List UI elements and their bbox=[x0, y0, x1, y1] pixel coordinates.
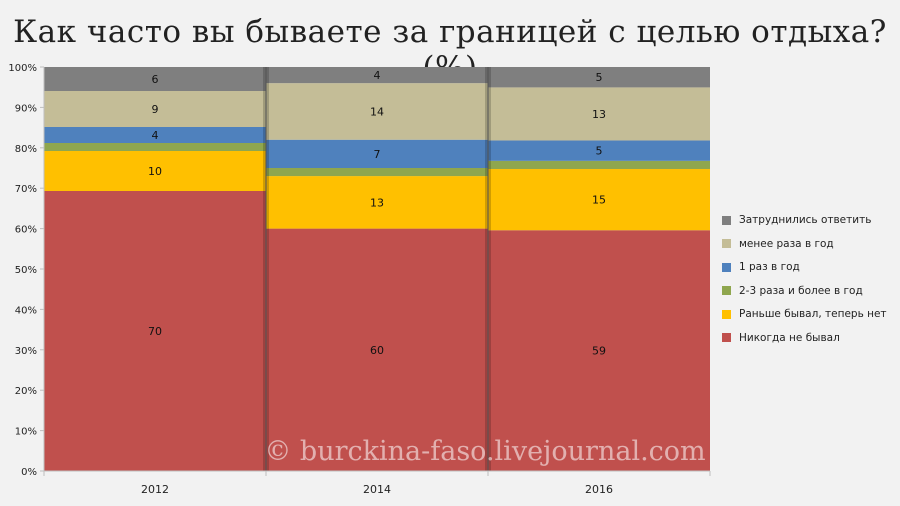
legend-label: 1 раз в год bbox=[739, 261, 800, 273]
data-label: 15 bbox=[592, 194, 606, 207]
data-label: 59 bbox=[592, 345, 606, 358]
bar-segment bbox=[488, 169, 710, 231]
y-tick-label: 20% bbox=[15, 386, 37, 397]
legend-label: Раньше бывал, теперь нет bbox=[739, 308, 887, 320]
y-tick-label: 0% bbox=[21, 467, 37, 478]
bar-segment bbox=[488, 230, 710, 471]
data-label: 5 bbox=[596, 71, 603, 84]
data-label: 7 bbox=[374, 148, 381, 161]
legend-label: Никогда не бывал bbox=[739, 331, 840, 344]
legend-item: Никогда не бывал bbox=[722, 331, 840, 345]
data-label: 70 bbox=[148, 325, 162, 338]
bar-segment bbox=[44, 91, 266, 127]
bar-segment bbox=[488, 87, 710, 141]
watermark: © burckina-faso.livejournal.com bbox=[264, 436, 705, 467]
bar-segment bbox=[44, 151, 266, 191]
y-tick-label: 60% bbox=[15, 225, 37, 236]
legend-label: 2-3 раза и более в год bbox=[739, 284, 863, 297]
legend-item: Затруднились ответить bbox=[722, 213, 871, 227]
bar-segment bbox=[266, 67, 488, 84]
x-tick-label: 2012 bbox=[141, 483, 169, 496]
bar-segment bbox=[488, 160, 710, 170]
legend-swatch bbox=[722, 309, 731, 319]
legend-item: менее раза в год bbox=[722, 237, 834, 251]
data-label: 4 bbox=[374, 69, 381, 82]
x-tick-label: 2014 bbox=[363, 483, 391, 496]
y-tick-label: 90% bbox=[15, 103, 37, 114]
data-label: 60 bbox=[370, 344, 384, 357]
bar-segment bbox=[266, 83, 488, 140]
legend-label: менее раза в год bbox=[739, 237, 834, 250]
bar-segment bbox=[266, 176, 488, 229]
legend-swatch bbox=[722, 262, 731, 272]
bar-segment bbox=[266, 228, 488, 471]
data-label: 10 bbox=[148, 165, 162, 178]
legend-item: 1 раз в год bbox=[722, 260, 800, 274]
data-label: 14 bbox=[370, 105, 384, 118]
y-tick-label: 40% bbox=[15, 305, 37, 316]
bar-segment bbox=[44, 191, 266, 471]
y-tick-label: 50% bbox=[15, 265, 37, 276]
y-tick-label: 70% bbox=[15, 184, 37, 195]
data-label: 13 bbox=[592, 108, 606, 121]
legend-item: Раньше бывал, теперь нет bbox=[722, 307, 887, 321]
data-label: 6 bbox=[152, 73, 159, 86]
y-tick-label: 10% bbox=[15, 427, 37, 438]
data-label: 5 bbox=[596, 145, 603, 158]
data-label: 4 bbox=[152, 129, 159, 142]
bar-segment bbox=[44, 67, 266, 91]
y-tick-label: 100% bbox=[8, 63, 37, 74]
legend-label: Затруднились ответить bbox=[739, 214, 872, 226]
bar-segment bbox=[488, 67, 710, 88]
bar-segment bbox=[44, 127, 266, 143]
legend-swatch bbox=[722, 239, 731, 248]
legend-item: 2-3 раза и более в год bbox=[722, 284, 863, 298]
x-tick-label: 2016 bbox=[585, 483, 613, 496]
data-label: 9 bbox=[152, 103, 159, 116]
bar-segment bbox=[266, 139, 488, 168]
y-tick-label: 30% bbox=[15, 346, 37, 357]
y-tick-label: 80% bbox=[15, 144, 37, 155]
bar-segment bbox=[44, 143, 266, 151]
legend-swatch bbox=[722, 215, 731, 225]
legend-swatch bbox=[722, 286, 731, 295]
bar-segment bbox=[488, 140, 710, 161]
legend-swatch bbox=[722, 333, 731, 342]
bar-segment bbox=[266, 168, 488, 177]
data-label: 13 bbox=[370, 196, 384, 209]
